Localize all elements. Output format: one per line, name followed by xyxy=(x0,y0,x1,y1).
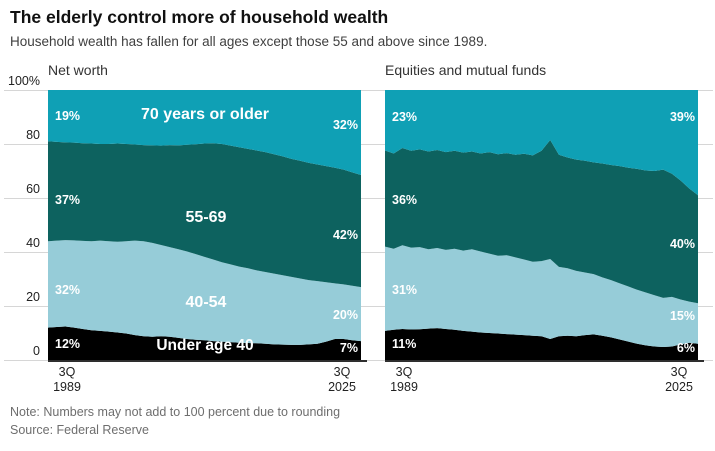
footnote: Note: Numbers may not add to 100 percent… xyxy=(10,405,341,419)
x-label-year: 2025 xyxy=(665,379,693,394)
area-band-40-54 xyxy=(48,240,361,345)
y-tick-100: 100% xyxy=(8,74,40,88)
x-label-eq-end: 3Q 2025 xyxy=(659,365,699,394)
band-label-40-54: 40-54 xyxy=(185,294,227,311)
value-label-start-70plus-eq: 23% xyxy=(392,110,418,124)
x-label-quarter: 3Q xyxy=(670,365,688,379)
value-label-end-4054-eq: 15% xyxy=(669,309,695,323)
value-label-end-5569-eq: 40% xyxy=(669,237,695,251)
net-worth-area-chart xyxy=(48,90,361,360)
value-label-start-5569-eq: 36% xyxy=(392,193,418,207)
value-label-end-5569-nw: 42% xyxy=(332,228,358,242)
area-band-under-age-40 xyxy=(48,326,361,360)
y-tick-80: 80 xyxy=(26,128,40,142)
x-label-quarter: 3Q xyxy=(395,365,413,379)
band-label-70-or-older: 70 years or older xyxy=(140,106,270,123)
value-label-end-under40-nw: 7% xyxy=(339,341,358,355)
equities-area-chart xyxy=(385,90,698,360)
area-band-under-age-40 xyxy=(385,328,698,360)
x-label-nw-end: 3Q 2025 xyxy=(322,365,362,394)
area-band-55-69 xyxy=(48,141,361,288)
panel-title-net-worth: Net worth xyxy=(48,62,108,78)
x-label-quarter: 3Q xyxy=(58,365,76,379)
value-label-end-under40-eq: 6% xyxy=(676,341,695,355)
y-tick-20: 20 xyxy=(26,290,40,304)
value-label-start-under40-nw: 12% xyxy=(55,337,81,351)
x-label-year: 1989 xyxy=(390,379,418,394)
chart-subtitle: Household wealth has fallen for all ages… xyxy=(10,34,488,49)
y-tick-40: 40 xyxy=(26,236,40,250)
area-band-55-69 xyxy=(385,139,698,304)
area-band-70-years-or-older xyxy=(48,90,361,176)
x-label-nw-start: 3Q 1989 xyxy=(47,365,87,394)
x-label-year: 1989 xyxy=(53,379,81,394)
x-axis-line-left xyxy=(48,360,367,362)
area-band-40-54 xyxy=(385,245,698,348)
value-label-start-under40-eq: 11% xyxy=(392,337,417,351)
area-band-70-years-or-older xyxy=(385,90,698,196)
x-label-year: 2025 xyxy=(328,379,356,394)
value-label-end-4054-nw: 20% xyxy=(332,308,358,322)
y-tick-0: 0 xyxy=(33,344,40,358)
value-label-start-4054-nw: 32% xyxy=(55,283,81,297)
panel-title-equities: Equities and mutual funds xyxy=(385,62,547,78)
value-label-start-4054-eq: 31% xyxy=(392,283,418,297)
band-label-under-age-40: Under age 40 xyxy=(156,337,254,354)
value-label-start-70plus-nw: 19% xyxy=(55,109,81,123)
value-label-end-70plus-nw: 32% xyxy=(332,118,358,132)
value-label-end-70plus-eq: 39% xyxy=(669,110,695,124)
source-line: Source: Federal Reserve xyxy=(10,423,149,437)
x-label-eq-start: 3Q 1989 xyxy=(384,365,424,394)
chart-title: The elderly control more of household we… xyxy=(10,7,389,27)
value-label-start-5569-nw: 37% xyxy=(55,193,81,207)
band-label-55-69: 55-69 xyxy=(185,209,227,226)
x-label-quarter: 3Q xyxy=(333,365,351,379)
x-axis-line-right xyxy=(385,360,704,362)
y-tick-60: 60 xyxy=(26,182,40,196)
